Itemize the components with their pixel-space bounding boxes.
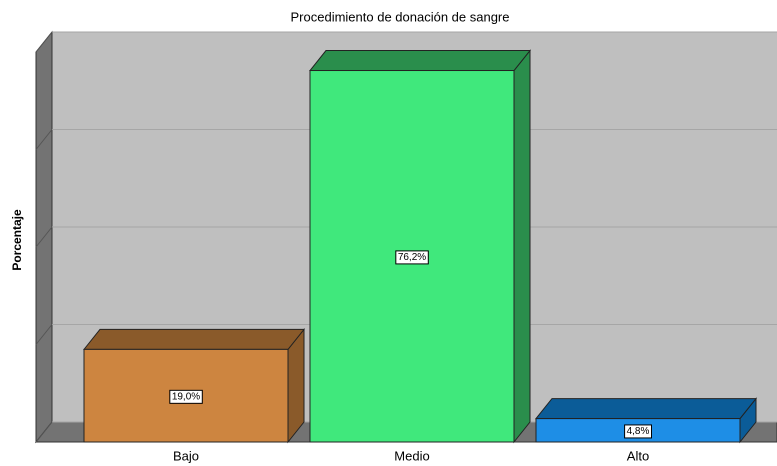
side-grid-line [35, 324, 53, 345]
value-label-box [395, 250, 429, 265]
side-grid-line [35, 226, 53, 248]
x-tick-label: Bajo [173, 448, 199, 463]
y-axis-label: Porcentaje [10, 209, 24, 271]
chart-title: Procedimiento de donación de sangre [291, 9, 510, 24]
side-grid-line [35, 31, 53, 53]
bar-side [513, 49, 531, 444]
bar-top [308, 50, 532, 72]
value-label: 4,8% [627, 426, 650, 437]
bar-top [534, 398, 758, 420]
value-label-box [169, 389, 203, 404]
value-label: 76,2% [398, 252, 426, 263]
side-grid-line [35, 129, 53, 150]
x-tick-label: Medio [394, 448, 429, 463]
value-label: 19,0% [172, 391, 200, 402]
bar-top [82, 328, 306, 350]
side-grid-line [35, 421, 53, 443]
value-label-box [624, 424, 653, 439]
x-tick-label: Alto [627, 448, 649, 463]
